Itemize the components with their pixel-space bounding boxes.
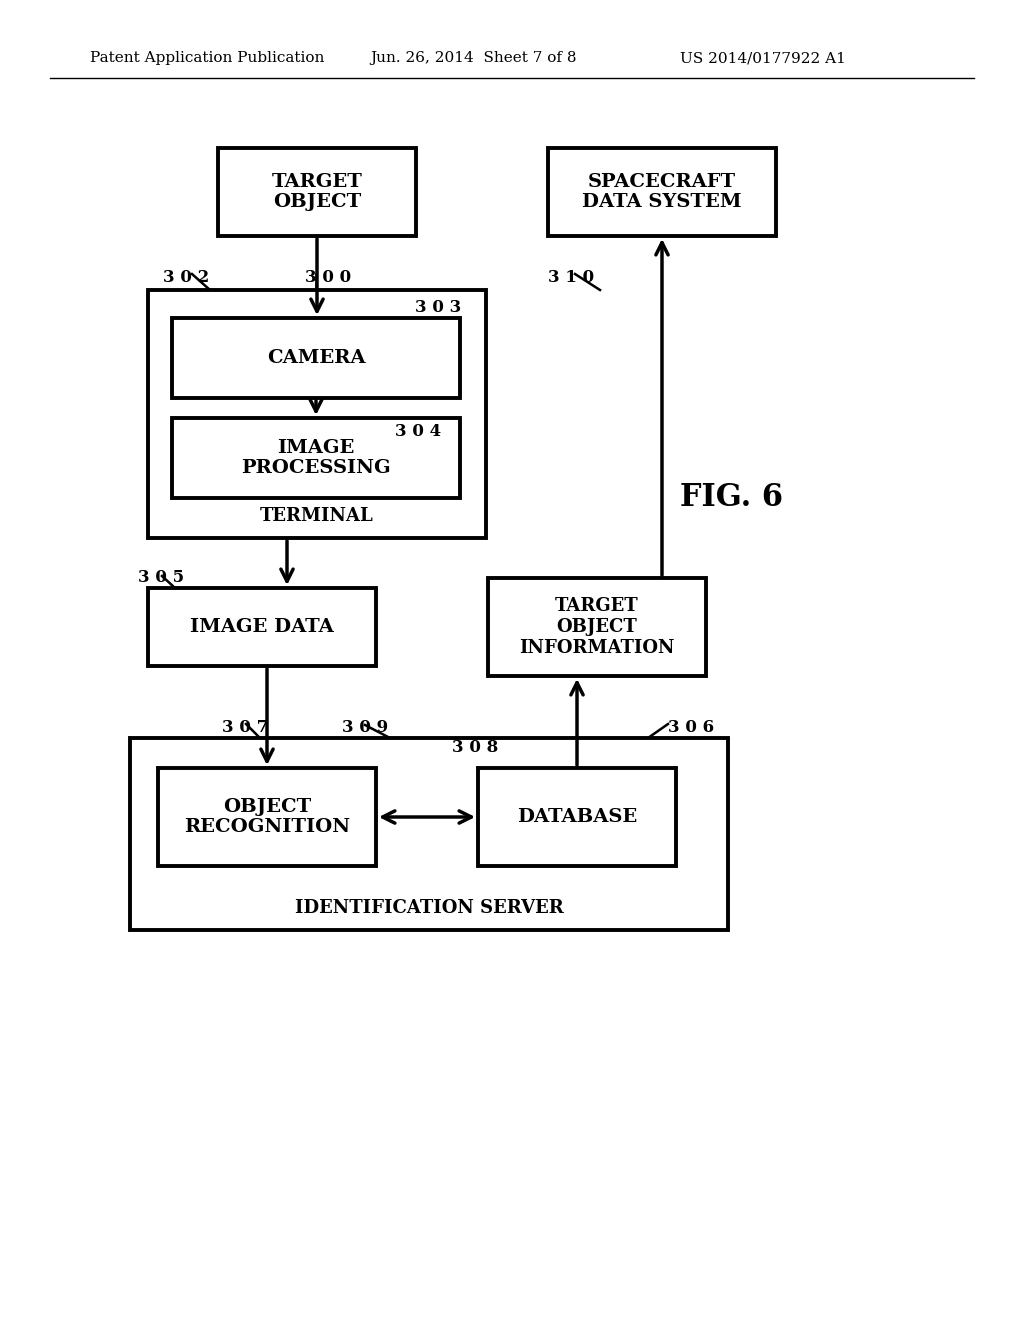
Bar [148,290,486,539]
Text: IMAGE DATA: IMAGE DATA [190,618,334,636]
Bar [218,148,416,236]
Text: Patent Application Publication: Patent Application Publication [90,51,325,65]
Text: 3 0 8: 3 0 8 [452,739,499,756]
Bar [172,318,460,399]
Text: FIG. 6: FIG. 6 [680,483,783,513]
Text: 3 0 7: 3 0 7 [222,719,268,737]
Text: IMAGE
PROCESSING: IMAGE PROCESSING [242,438,391,478]
Text: 3 0 2: 3 0 2 [163,269,209,286]
Text: 3 0 4: 3 0 4 [395,424,441,441]
Bar [148,587,376,667]
Text: 3 0 3: 3 0 3 [415,300,461,317]
Text: 3 1 0: 3 1 0 [548,269,594,286]
Text: Jun. 26, 2014  Sheet 7 of 8: Jun. 26, 2014 Sheet 7 of 8 [370,51,577,65]
Text: TARGET
OBJECT: TARGET OBJECT [271,173,362,211]
Text: 3 0 0: 3 0 0 [305,269,351,286]
Text: SPACECRAFT
DATA SYSTEM: SPACECRAFT DATA SYSTEM [583,173,741,211]
Text: CAMERA: CAMERA [266,348,366,367]
Text: 3 0 6: 3 0 6 [668,719,714,737]
Bar [488,578,706,676]
Bar [478,768,676,866]
Text: DATABASE: DATABASE [517,808,637,826]
Bar [130,738,728,931]
Text: TERMINAL: TERMINAL [260,507,374,525]
Text: IDENTIFICATION SERVER: IDENTIFICATION SERVER [295,899,563,917]
Text: TARGET
OBJECT
INFORMATION: TARGET OBJECT INFORMATION [519,597,675,657]
Text: US 2014/0177922 A1: US 2014/0177922 A1 [680,51,846,65]
Text: 3 0 5: 3 0 5 [138,569,184,586]
Bar [172,418,460,498]
Bar [548,148,776,236]
Text: OBJECT
RECOGNITION: OBJECT RECOGNITION [184,797,350,837]
Bar [158,768,376,866]
Text: 3 0 9: 3 0 9 [342,719,388,737]
